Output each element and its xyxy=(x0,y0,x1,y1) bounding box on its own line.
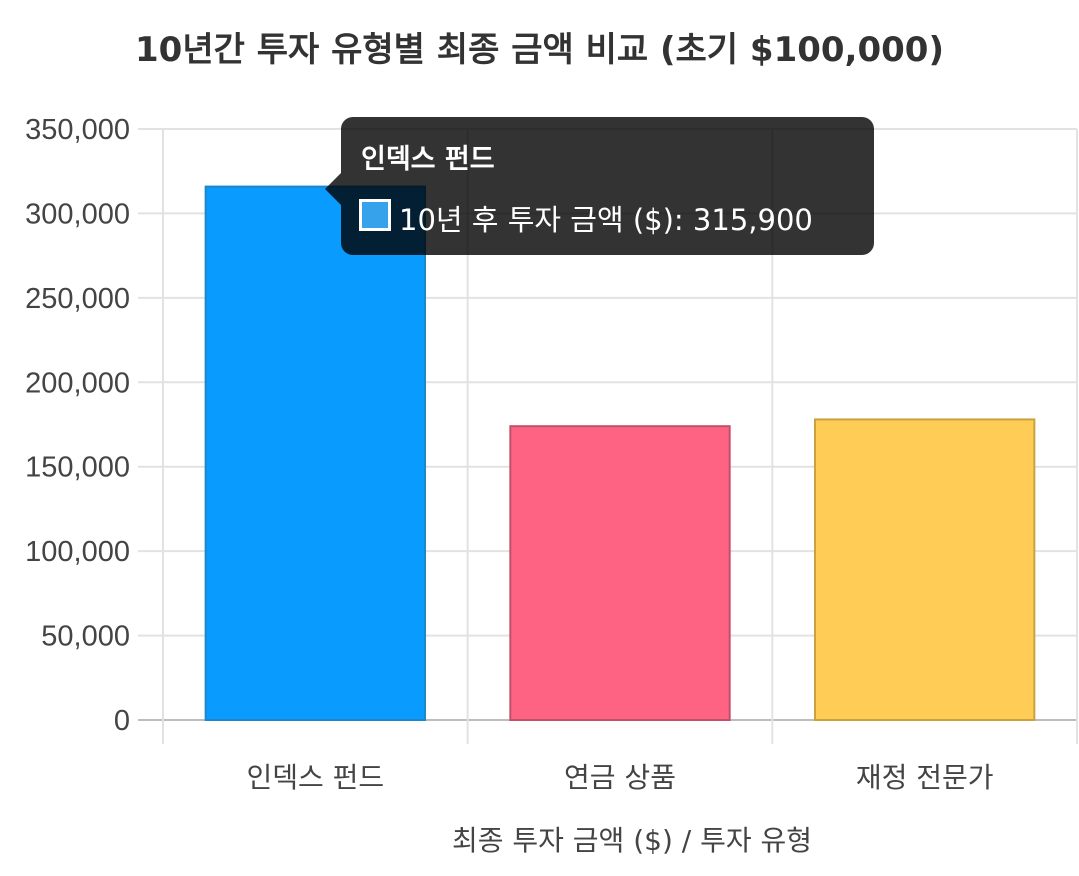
y-tick-label: 100,000 xyxy=(25,536,130,568)
x-tick-label: 재정 전문가 xyxy=(856,761,994,794)
tooltip-caret xyxy=(325,173,341,205)
x-tick-label: 연금 상품 xyxy=(564,761,676,794)
x-axis-title: 최종 투자 금액 ($) / 투자 유형 xyxy=(452,824,812,857)
y-tick-label: 250,000 xyxy=(25,283,130,315)
bar-tooltip: 인덱스 펀드 10년 후 투자 금액 ($): 315,900 xyxy=(325,117,874,255)
tooltip-title: 인덱스 펀드 xyxy=(361,144,495,175)
bar[interactable] xyxy=(509,425,731,721)
y-tick-label: 200,000 xyxy=(25,367,130,399)
y-axis-ticks: 0 50,000 100,000 150,000 200,000 250,000 300,0… xyxy=(25,114,130,737)
y-tick-label: 0 xyxy=(114,705,130,737)
bar[interactable] xyxy=(813,418,1036,721)
bars xyxy=(204,185,1036,722)
x-tick-label: 인덱스 펀드 xyxy=(246,761,384,794)
y-tick-label: 350,000 xyxy=(25,114,130,146)
tooltip-value: 10년 후 투자 금액 ($): 315,900 xyxy=(399,203,813,237)
tooltip-color-swatch xyxy=(359,199,391,231)
x-axis-category-labels: 인덱스 펀드 연금 상품 재정 전문가 xyxy=(246,761,993,794)
chart-title: 10년간 투자 유형별 최종 금액 비교 (초기 $100,000) xyxy=(135,30,944,70)
y-tick-label: 50,000 xyxy=(41,621,130,653)
y-tick-label: 150,000 xyxy=(25,452,130,484)
bar[interactable] xyxy=(204,185,427,722)
y-tick-label: 300,000 xyxy=(25,198,130,230)
